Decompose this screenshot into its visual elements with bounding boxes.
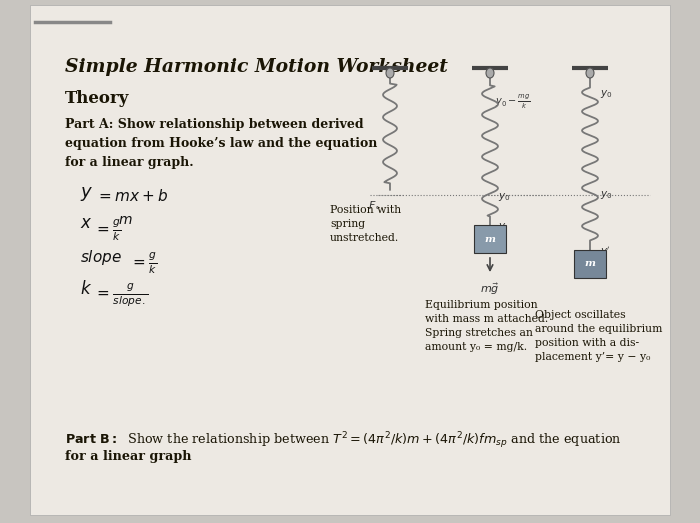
Text: $\mathit{x}$: $\mathit{x}$ [80,215,92,232]
Text: $y_0$: $y_0$ [498,191,510,203]
Text: $\mathit{= \frac{g}{k}}$: $\mathit{= \frac{g}{k}}$ [130,250,158,276]
Text: for a linear graph: for a linear graph [65,450,192,463]
Text: $\mathit{= \frac{g}{k}}$: $\mathit{= \frac{g}{k}}$ [94,217,122,243]
Text: $y$: $y$ [498,221,507,233]
Text: $y'$: $y'$ [600,245,611,259]
Text: $\mathit{slope}$: $\mathit{slope}$ [80,248,122,267]
Ellipse shape [386,68,394,78]
Text: Object oscillates
around the equilibrium
position with a dis-
placement y’= y − : Object oscillates around the equilibrium… [535,310,662,362]
Text: m: m [484,234,496,244]
Text: Simple Harmonic Motion Worksheet: Simple Harmonic Motion Worksheet [65,58,448,76]
FancyBboxPatch shape [574,250,606,278]
Text: $y_0 - \frac{mg}{k}$: $y_0 - \frac{mg}{k}$ [495,93,531,111]
Ellipse shape [486,68,494,78]
Text: $\mathit{= mx + b}$: $\mathit{= mx + b}$ [96,188,168,204]
Text: Part A: Show relationship between derived
equation from Hooke’s law and the equa: Part A: Show relationship between derive… [65,118,377,169]
Text: $y_0$: $y_0$ [600,88,612,100]
Ellipse shape [586,68,594,78]
Text: Equilibrium position
with mass m attached.
Spring stretches an
amount y₀ = mg/k.: Equilibrium position with mass m attache… [425,300,548,352]
Text: $F_{\circ}$: $F_{\circ}$ [368,200,380,211]
Text: $y_0$: $y_0$ [600,189,612,201]
FancyBboxPatch shape [30,5,670,515]
FancyBboxPatch shape [474,225,506,253]
Text: $\mathit{= \frac{g}{slope.}}$: $\mathit{= \frac{g}{slope.}}$ [94,282,148,310]
Text: $m\vec{g}$: $m\vec{g}$ [480,281,500,297]
Text: Theory: Theory [65,90,130,107]
Text: $\mathit{m}$: $\mathit{m}$ [118,213,132,227]
Text: Position with
spring
unstretched.: Position with spring unstretched. [330,205,401,243]
Text: $\mathit{y}$: $\mathit{y}$ [80,185,93,203]
Text: $\mathbf{Part\ B:}$  Show the relationship between $T^2=(4\pi^2/k)m+(4\pi^2/k)fm: $\mathbf{Part\ B:}$ Show the relationshi… [65,430,622,451]
Text: m: m [584,259,596,268]
Text: $\mathit{k}$: $\mathit{k}$ [80,280,92,298]
